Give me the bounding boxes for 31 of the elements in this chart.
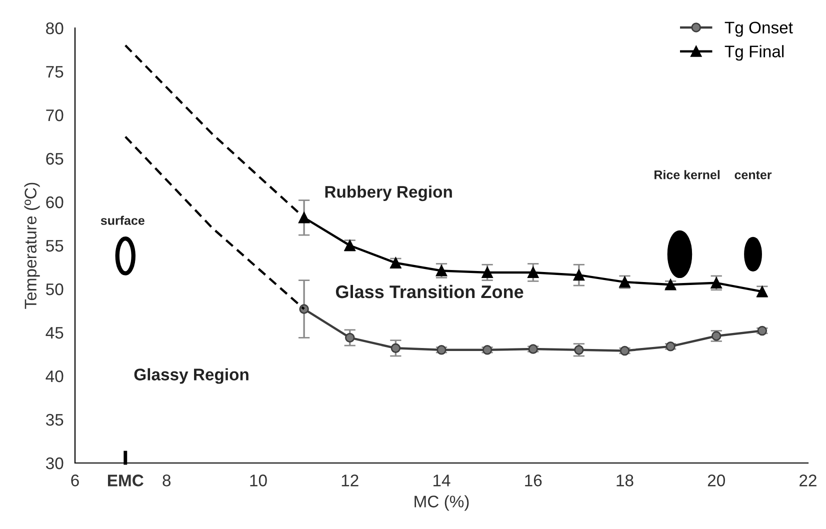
annotation: Rubbery Region (325, 185, 452, 202)
x-tick-label: 6 (71, 474, 79, 486)
y-tick-label: 65 (46, 152, 64, 165)
x-tick-label: 22 (800, 474, 816, 486)
y-tick-label: 75 (46, 66, 64, 78)
x-tick-label: 10 (250, 474, 267, 486)
x-axis-title: MC (%) (414, 495, 469, 511)
x-tick-label: EMC (108, 474, 144, 486)
x-tick-label: 20 (708, 474, 725, 486)
x-tick-label: 12 (342, 474, 358, 486)
y-tick-label: 50 (46, 283, 64, 296)
y-tick-label: 45 (46, 327, 64, 339)
y-tick-label: 70 (46, 109, 64, 122)
y-tick-label: 40 (46, 370, 64, 382)
y-axis-title: Temperature (ºC) (24, 182, 40, 309)
y-tick-label: 55 (46, 240, 64, 252)
x-tick-label: 16 (525, 474, 542, 486)
annotation: Glassy Region (134, 368, 248, 384)
y-tick-label: 35 (46, 414, 64, 426)
x-tick-label: 18 (616, 474, 634, 486)
y-tick-label: 30 (46, 457, 64, 470)
annotation: surface (100, 216, 144, 225)
legend-label: Tg Onset (724, 22, 793, 37)
legend-label: Tg Final (724, 45, 784, 61)
annotation: Glass Transition Zone (336, 284, 524, 298)
x-tick-label: 8 (162, 474, 171, 486)
y-tick-label: 80 (46, 22, 64, 34)
annotation: center (734, 170, 772, 180)
annotation: Rice kernel (654, 170, 720, 180)
x-tick-label: 14 (434, 474, 450, 486)
y-tick-label: 60 (46, 196, 64, 208)
